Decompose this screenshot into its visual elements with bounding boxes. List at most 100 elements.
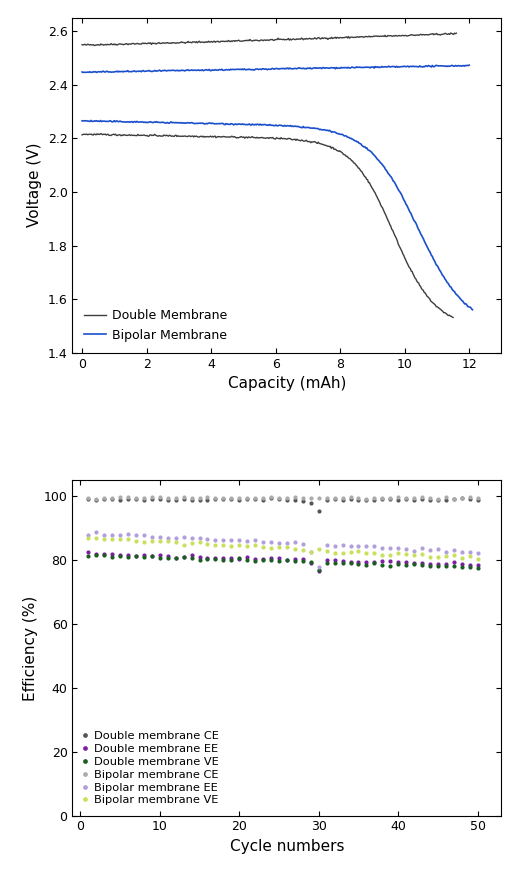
Bipolar membrane VE <box>173 537 179 547</box>
Double membrane EE <box>276 553 282 563</box>
Double membrane CE <box>260 495 266 505</box>
Double membrane VE <box>475 562 481 573</box>
Double membrane VE <box>236 553 242 564</box>
Double membrane EE <box>157 550 163 560</box>
Double membrane VE <box>411 559 417 569</box>
Bipolar membrane EE <box>268 537 274 547</box>
Bipolar membrane CE <box>300 492 306 503</box>
Bipolar membrane EE <box>276 538 282 549</box>
Double membrane VE <box>180 552 187 562</box>
Bipolar membrane CE <box>157 492 163 503</box>
Double Membrane <box>79 39 85 50</box>
Double membrane CE <box>347 494 354 504</box>
Double membrane VE <box>228 554 234 565</box>
Double membrane EE <box>133 551 139 561</box>
Double membrane CE <box>109 494 115 504</box>
Double membrane CE <box>141 495 147 505</box>
Bipolar membrane VE <box>133 536 139 546</box>
Double membrane VE <box>427 560 433 571</box>
Bipolar membrane VE <box>117 534 123 545</box>
Double membrane CE <box>379 494 385 504</box>
Double membrane VE <box>268 555 274 566</box>
Bipolar Membrane <box>233 64 239 75</box>
Double membrane VE <box>292 556 298 567</box>
Double membrane VE <box>141 552 147 562</box>
Double membrane CE <box>419 494 425 504</box>
Double membrane VE <box>164 553 171 563</box>
Bipolar membrane VE <box>379 549 385 560</box>
Bipolar membrane VE <box>340 548 346 559</box>
Double membrane VE <box>300 556 306 567</box>
Double membrane CE <box>220 494 226 504</box>
Bipolar membrane EE <box>141 530 147 540</box>
Bipolar membrane VE <box>475 554 481 565</box>
Bipolar membrane EE <box>196 532 203 543</box>
Double membrane VE <box>355 559 361 569</box>
Bipolar Membrane <box>206 64 212 75</box>
Bipolar membrane CE <box>371 493 377 503</box>
Double membrane CE <box>236 495 242 505</box>
Double membrane CE <box>196 495 203 505</box>
Double membrane CE <box>435 495 441 505</box>
Bipolar membrane CE <box>173 492 179 503</box>
Bipolar membrane VE <box>244 541 250 552</box>
Bipolar membrane CE <box>268 492 274 503</box>
Double membrane VE <box>252 555 258 566</box>
Double membrane VE <box>101 550 107 560</box>
Double membrane CE <box>268 493 274 503</box>
Bipolar membrane EE <box>244 535 250 545</box>
Bipolar membrane CE <box>467 492 473 503</box>
Double membrane CE <box>371 495 377 505</box>
Double membrane EE <box>141 550 147 560</box>
Double membrane EE <box>451 557 457 567</box>
Double membrane EE <box>427 559 433 569</box>
Bipolar membrane EE <box>173 532 179 543</box>
Bipolar membrane CE <box>419 492 425 503</box>
Bipolar membrane CE <box>220 492 226 503</box>
Bipolar membrane EE <box>355 540 361 551</box>
Bipolar membrane VE <box>315 544 322 554</box>
Bipolar membrane EE <box>189 533 195 544</box>
Double membrane VE <box>260 554 266 565</box>
Double membrane VE <box>467 561 473 572</box>
Double membrane EE <box>101 549 107 560</box>
Bipolar membrane CE <box>93 493 99 503</box>
Bipolar membrane VE <box>164 536 171 546</box>
Double membrane EE <box>93 548 99 559</box>
Bipolar membrane CE <box>133 493 139 503</box>
Double membrane EE <box>387 556 393 567</box>
Bipolar Membrane <box>127 67 133 77</box>
Bipolar Membrane <box>466 60 473 70</box>
Double Membrane <box>315 32 322 43</box>
Double membrane VE <box>149 551 155 561</box>
Double membrane CE <box>427 495 433 505</box>
Bipolar membrane EE <box>395 543 401 553</box>
Bipolar membrane CE <box>459 492 465 503</box>
Double membrane CE <box>117 495 123 505</box>
Bipolar membrane VE <box>220 539 226 550</box>
Bipolar membrane CE <box>125 492 131 503</box>
Bipolar membrane EE <box>133 530 139 540</box>
Bipolar membrane EE <box>284 538 290 548</box>
Double membrane EE <box>411 557 417 567</box>
Bipolar membrane CE <box>315 492 322 503</box>
Bipolar membrane VE <box>451 550 457 560</box>
Bipolar membrane EE <box>387 543 393 553</box>
Double membrane CE <box>355 496 361 506</box>
Bipolar membrane CE <box>236 493 242 503</box>
Legend: Double membrane CE, Double membrane EE, Double membrane VE, Bipolar membrane CE,: Double membrane CE, Double membrane EE, … <box>78 726 223 810</box>
Double membrane EE <box>355 556 361 567</box>
Bipolar membrane VE <box>300 545 306 555</box>
Bipolar membrane VE <box>260 541 266 552</box>
Double membrane EE <box>284 554 290 565</box>
Double membrane EE <box>379 556 385 567</box>
X-axis label: Cycle numbers: Cycle numbers <box>230 839 344 854</box>
Double membrane CE <box>395 495 401 505</box>
Line: Double membrane VE: Double membrane VE <box>87 554 479 571</box>
Double membrane VE <box>173 553 179 563</box>
Double membrane CE <box>387 494 393 504</box>
Bipolar membrane VE <box>308 546 314 557</box>
Double membrane EE <box>395 557 401 567</box>
Bipolar membrane CE <box>340 493 346 503</box>
Double membrane CE <box>173 495 179 505</box>
